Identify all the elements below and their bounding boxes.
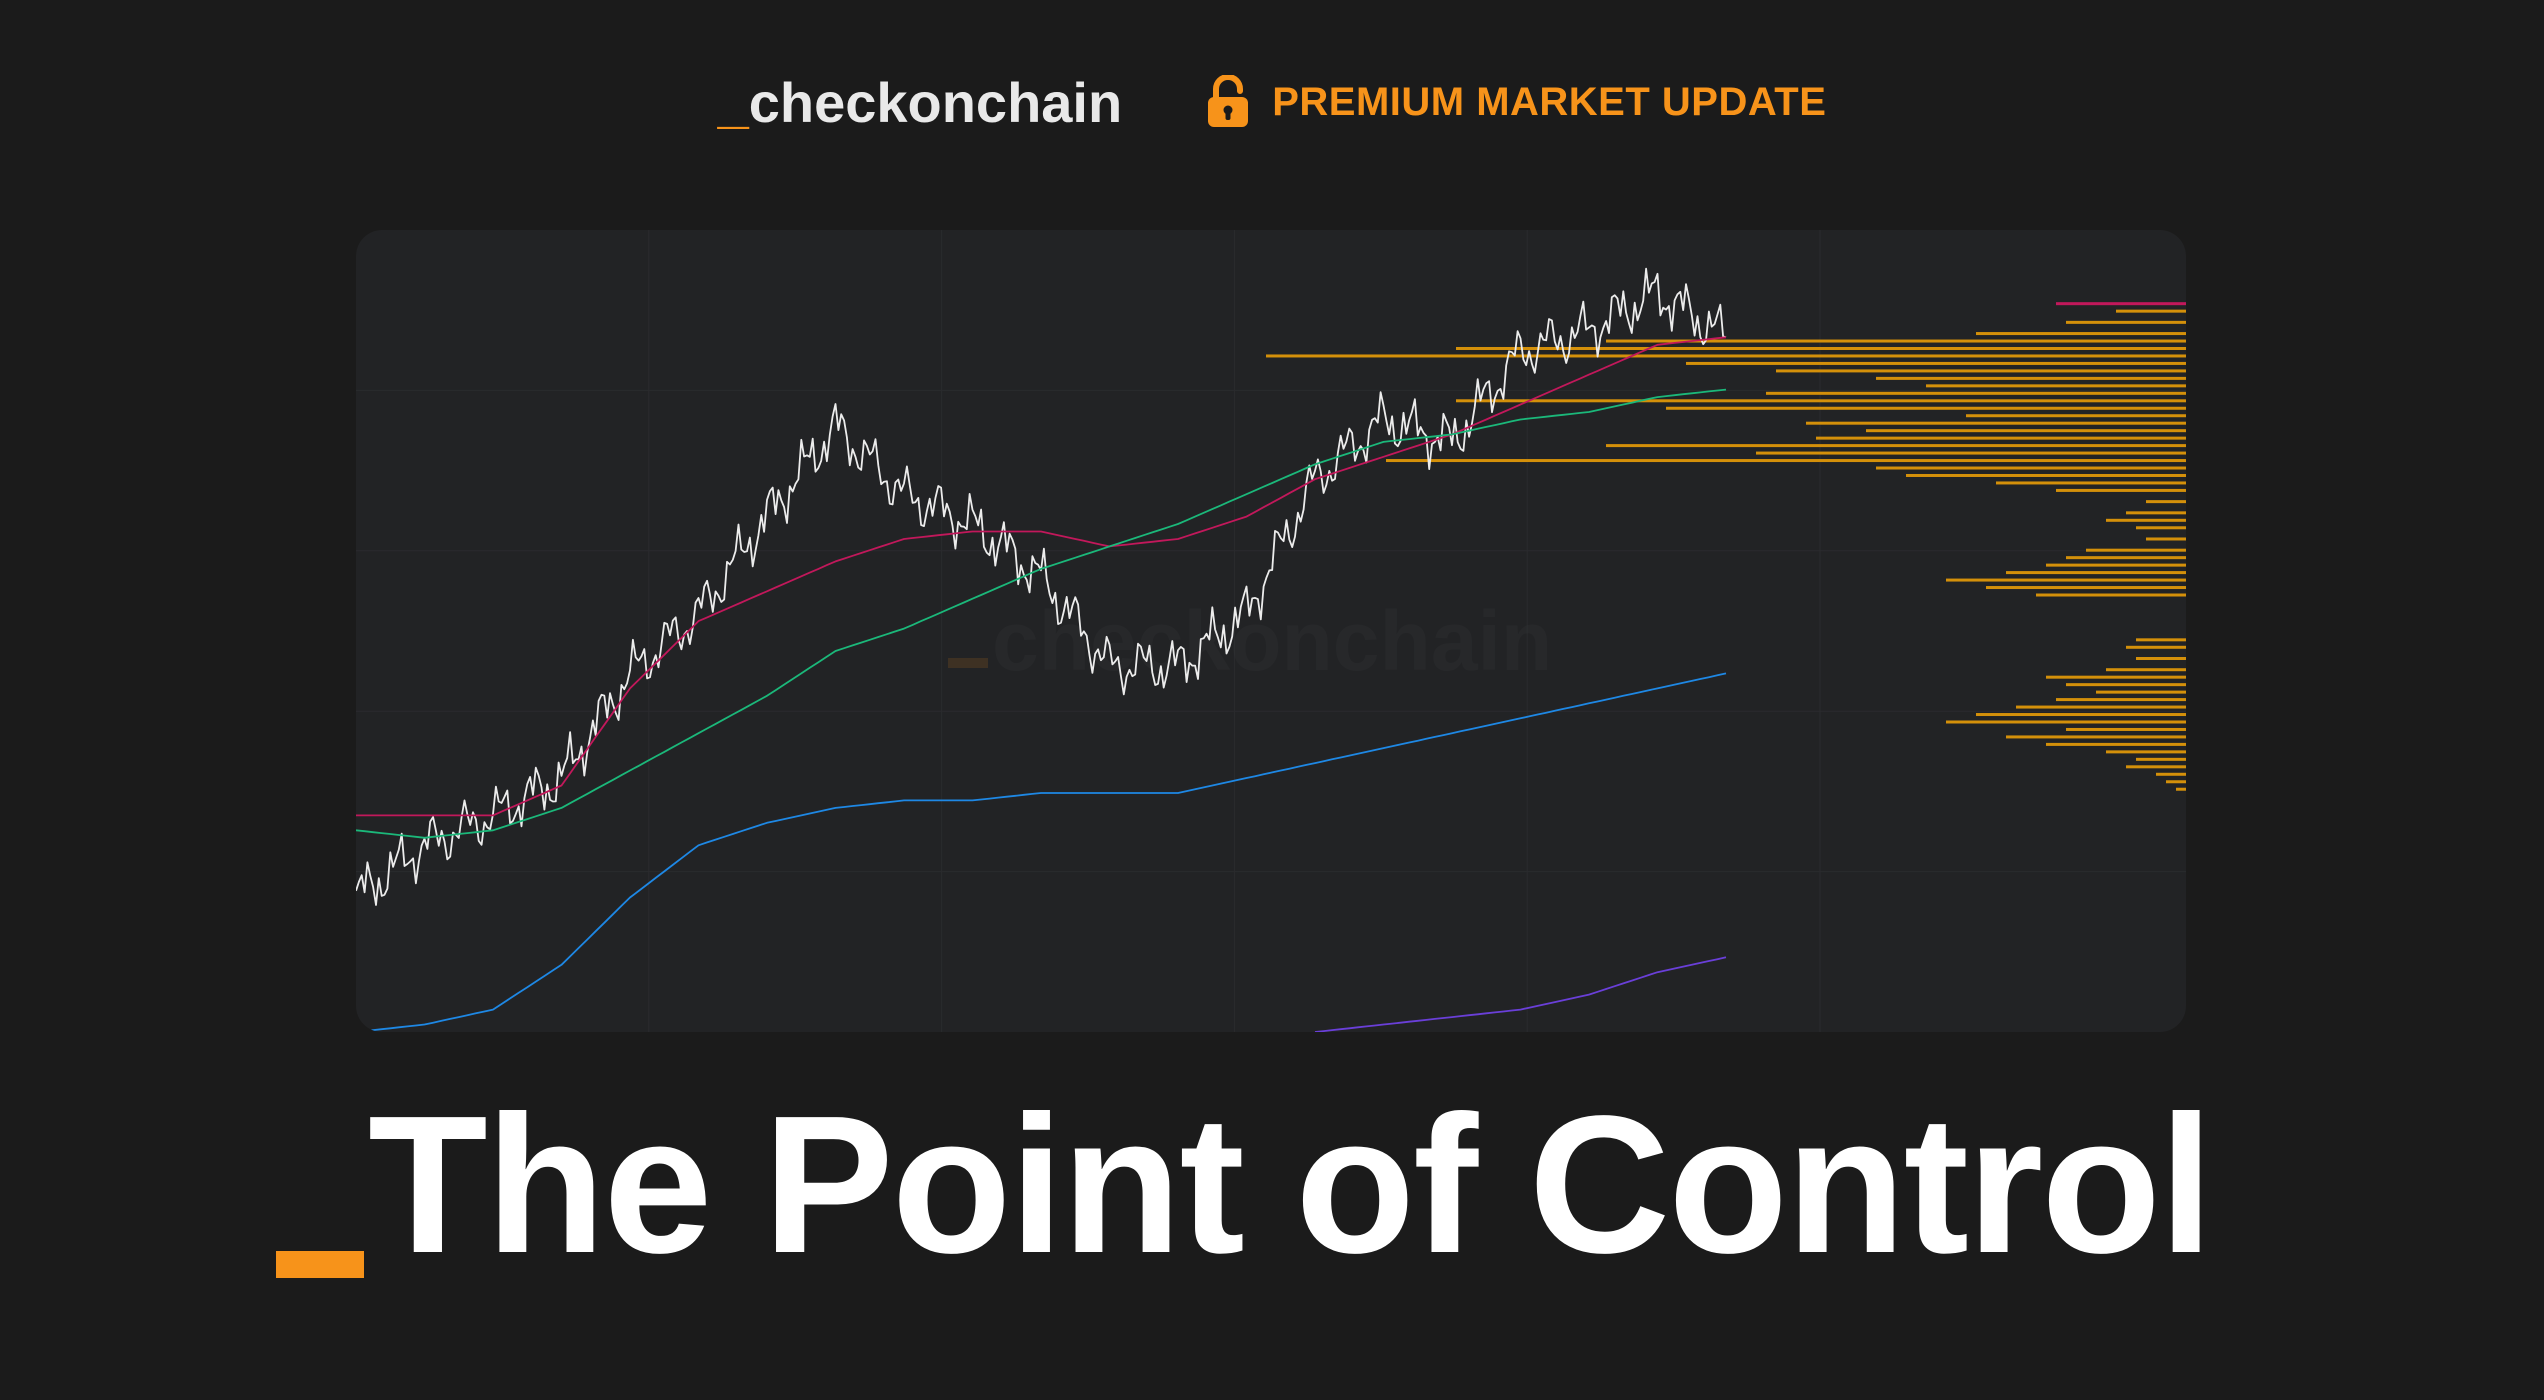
volume-profile-bar-36 [2136, 638, 2186, 642]
volume-profile-bar-31 [2046, 563, 2186, 567]
volume-profile-bar-5 [1266, 354, 2186, 358]
chart-card: checkonchain [356, 230, 2186, 1032]
volume-profile-bar-45 [1976, 713, 2186, 717]
volume-profile-bar-26 [2106, 518, 2186, 522]
volume-profile-bar-54 [2166, 780, 2186, 784]
watermark-underscore [948, 658, 988, 668]
volume-profile-bar-28 [2146, 537, 2186, 541]
band-line-red_band [356, 336, 1727, 817]
volume-profile-bar-18 [1756, 451, 2186, 455]
volume-profile-bar-49 [2046, 742, 2186, 746]
volume-profile-bar-52 [2126, 765, 2186, 769]
volume-profile-bar-15 [1866, 429, 2186, 433]
volume-profile-bar-43 [2056, 698, 2186, 702]
title-text: The Point of Control [368, 1075, 2213, 1294]
volume-profile-bar-3 [1606, 339, 2186, 343]
volume-profile-bar-51 [2136, 757, 2186, 761]
volume-profile-bar-32 [2006, 571, 2186, 575]
chart-grid [356, 230, 2186, 1032]
volume-profile-bar-44 [2016, 705, 2186, 709]
volume-profile-bar-25 [2126, 511, 2186, 515]
chart-watermark: checkonchain [948, 594, 1552, 688]
volume-profile-bar-47 [2066, 727, 2186, 731]
chart-series [356, 267, 1727, 1032]
band-line-blue_band [356, 672, 1727, 1032]
volume-profile-bar-22 [1996, 481, 2186, 485]
volume-profile [1266, 302, 2186, 791]
volume-profile-bar-2 [1976, 332, 2186, 336]
volume-profile-top-marker [2056, 302, 2186, 306]
volume-profile-bar-24 [2146, 500, 2186, 504]
volume-profile-bar-39 [2106, 668, 2186, 672]
volume-profile-bar-53 [2156, 772, 2186, 776]
volume-profile-bar-41 [2066, 683, 2186, 687]
brand-name: checkonchain [748, 70, 1123, 134]
volume-profile-bar-9 [1926, 384, 2186, 388]
volume-profile-bar-12 [1666, 406, 2186, 410]
page-title: The Point of Control [0, 1075, 2544, 1295]
volume-profile-bar-17 [1606, 444, 2186, 448]
volume-profile-bar-8 [1876, 376, 2186, 380]
volume-profile-bar-30 [2066, 556, 2186, 560]
volume-profile-bar-10 [1766, 391, 2186, 395]
volume-profile-bar-13 [1966, 414, 2186, 418]
volume-profile-bar-46 [1946, 720, 2186, 724]
volume-profile-bar-21 [1906, 473, 2186, 477]
watermark-text: checkonchain [992, 594, 1552, 688]
volume-profile-bar-50 [2106, 750, 2186, 754]
volume-profile-bar-23 [2056, 488, 2186, 492]
brand-logo[interactable]: _ checkonchain [718, 70, 1123, 135]
price-line [356, 267, 1727, 906]
volume-profile-bar-40 [2046, 675, 2186, 679]
volume-profile-bar-29 [2086, 548, 2186, 552]
volume-profile-bar-33 [1946, 578, 2186, 582]
volume-profile-bar-48 [2006, 735, 2186, 739]
volume-profile-bar-14 [1806, 421, 2186, 425]
volume-profile-bar-16 [1816, 436, 2186, 440]
unlocked-padlock-icon [1208, 75, 1249, 127]
header: _ checkonchain PREMIUM MARKET UPDATE [0, 62, 2544, 142]
volume-profile-bar-1 [2066, 320, 2186, 324]
premium-market-update: PREMIUM MARKET UPDATE [1206, 75, 1826, 129]
title-underscore [276, 1251, 364, 1278]
volume-profile-bar-35 [2036, 593, 2186, 597]
volume-profile-bar-37 [2126, 645, 2186, 649]
band-line-green_band [356, 388, 1727, 839]
volume-profile-bar-34 [1986, 586, 2186, 590]
volume-profile-bar-27 [2136, 526, 2186, 530]
volume-profile-bar-7 [1776, 369, 2186, 373]
volume-profile-bar-19 [1386, 459, 2186, 463]
volume-profile-bar-55 [2176, 787, 2186, 791]
price-chart: checkonchain [356, 230, 2186, 1032]
volume-profile-bar-38 [2136, 657, 2186, 660]
brand-underscore: _ [717, 70, 749, 134]
volume-profile-bar-4 [1456, 346, 2186, 350]
volume-profile-bar-42 [2096, 690, 2186, 694]
volume-profile-bar-6 [1686, 361, 2186, 365]
volume-profile-bar-11 [1456, 399, 2186, 403]
volume-profile-bar-20 [1876, 466, 2186, 470]
band-line-purple_band [1314, 956, 1727, 1032]
volume-profile-bar-0 [2116, 309, 2186, 313]
premium-label: PREMIUM MARKET UPDATE [1272, 79, 1827, 124]
